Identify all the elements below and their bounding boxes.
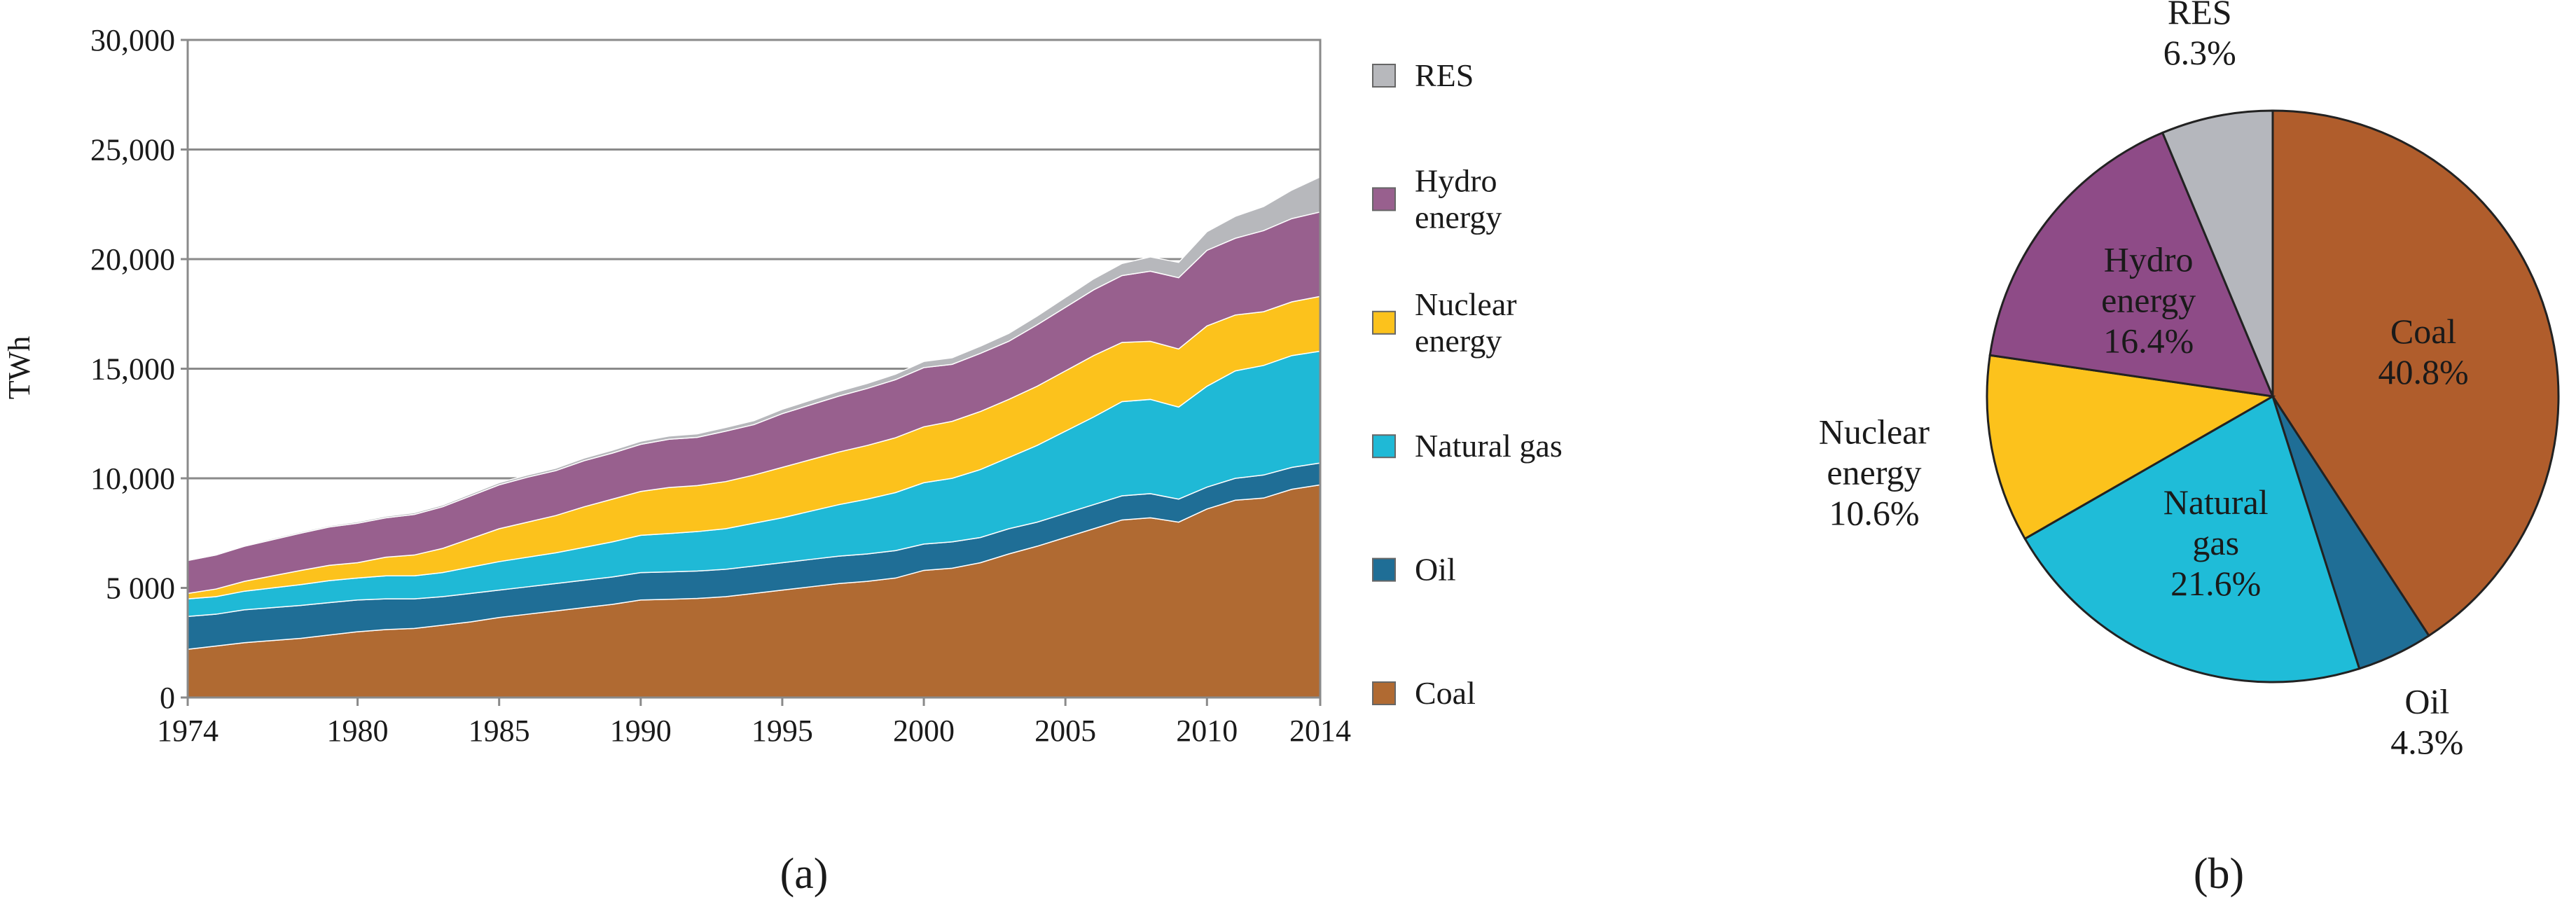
legend-swatch [1372, 310, 1396, 335]
x-tick-label: 2010 [1176, 714, 1238, 748]
pie-slice-natural-gas [2023, 394, 2361, 683]
pie-slice-nuclear-energy [1986, 354, 2276, 541]
pie-label-coal: Coal 40.8% [2378, 312, 2469, 391]
x-tick-label: 2005 [1034, 714, 1096, 748]
legend-swatch [1372, 681, 1396, 705]
legend-swatch [1372, 64, 1396, 88]
x-tick-label: 2000 [893, 714, 955, 748]
legend-label: Oil [1415, 552, 1456, 588]
x-tick-label: 2014 [1289, 714, 1351, 748]
y-tick-label: 0 [160, 681, 175, 715]
x-tick-label: 1980 [327, 714, 389, 748]
legend-label: RES [1415, 57, 1474, 93]
y-tick-label: 20,000 [90, 242, 175, 277]
legend: RES Hydro energy Nuclear energy Natural gas Oi… [1372, 57, 1563, 711]
stacked-area-chart: 0 5 000 10,000 15,000 20,000 25,000 30,000 197… [2, 23, 1563, 898]
x-axis-ticks: 1974 1980 1985 1990 1995 2000 2005 2010 2014 [157, 698, 1351, 748]
x-tick-label: 1974 [157, 714, 219, 748]
y-tick-label: 25,000 [90, 133, 175, 167]
pie-label-natural-gas: Natural gas 21.6% [2163, 483, 2269, 603]
pie-slice-hydro-energy [1988, 131, 2275, 398]
legend-item-res: RES [1372, 57, 1474, 93]
panel-a-label: (a) [780, 850, 829, 898]
legend-swatch [1372, 434, 1396, 459]
legend-swatch [1372, 187, 1396, 211]
legend-swatch [1372, 557, 1396, 582]
pie-labels: Coal 40.8% Oil 4.3% Natural gas 21.6% Nuclear en… [1819, 0, 2469, 761]
pie-slices [1986, 109, 2560, 683]
legend-item-natural-gas: Natural gas [1372, 428, 1563, 464]
y-tick-label: 15,000 [90, 352, 175, 387]
legend-item-hydro-energy: Hydro energy [1372, 162, 1502, 235]
legend-label: Coal [1415, 675, 1476, 711]
area-layers [187, 176, 1321, 698]
pie-label-nuclear-energy: Nuclear energy 10.6% [1819, 412, 1930, 533]
pie-chart: Coal 40.8% Oil 4.3% Natural gas 21.6% Nuclear en… [1819, 0, 2560, 898]
y-axis-ticks: 0 5 000 10,000 15,000 20,000 25,000 30,000 [90, 23, 188, 715]
pie-label-oil: Oil 4.3% [2390, 681, 2463, 761]
legend-label: Hydro energy [1415, 162, 1502, 235]
y-tick-label: 10,000 [90, 462, 175, 496]
x-tick-label: 1990 [610, 714, 672, 748]
pie-label-res: RES 6.3% [2163, 0, 2236, 72]
pie-label-hydro-energy: Hydro energy 16.4% [2101, 240, 2196, 360]
legend-item-coal: Coal [1372, 675, 1476, 711]
x-tick-label: 1995 [752, 714, 813, 748]
legend-label: Nuclear energy [1415, 286, 1517, 359]
pie-slice-res [2161, 109, 2274, 397]
y-tick-label: 30,000 [90, 23, 175, 57]
y-tick-label: 5 000 [106, 571, 175, 606]
x-tick-label: 1985 [469, 714, 530, 748]
legend-item-nuclear-energy: Nuclear energy [1372, 286, 1517, 359]
panel-b-label: (b) [2194, 850, 2244, 898]
y-axis-title: TWh [2, 336, 36, 399]
legend-label: Natural gas [1415, 428, 1563, 464]
legend-item-oil: Oil [1372, 552, 1456, 588]
